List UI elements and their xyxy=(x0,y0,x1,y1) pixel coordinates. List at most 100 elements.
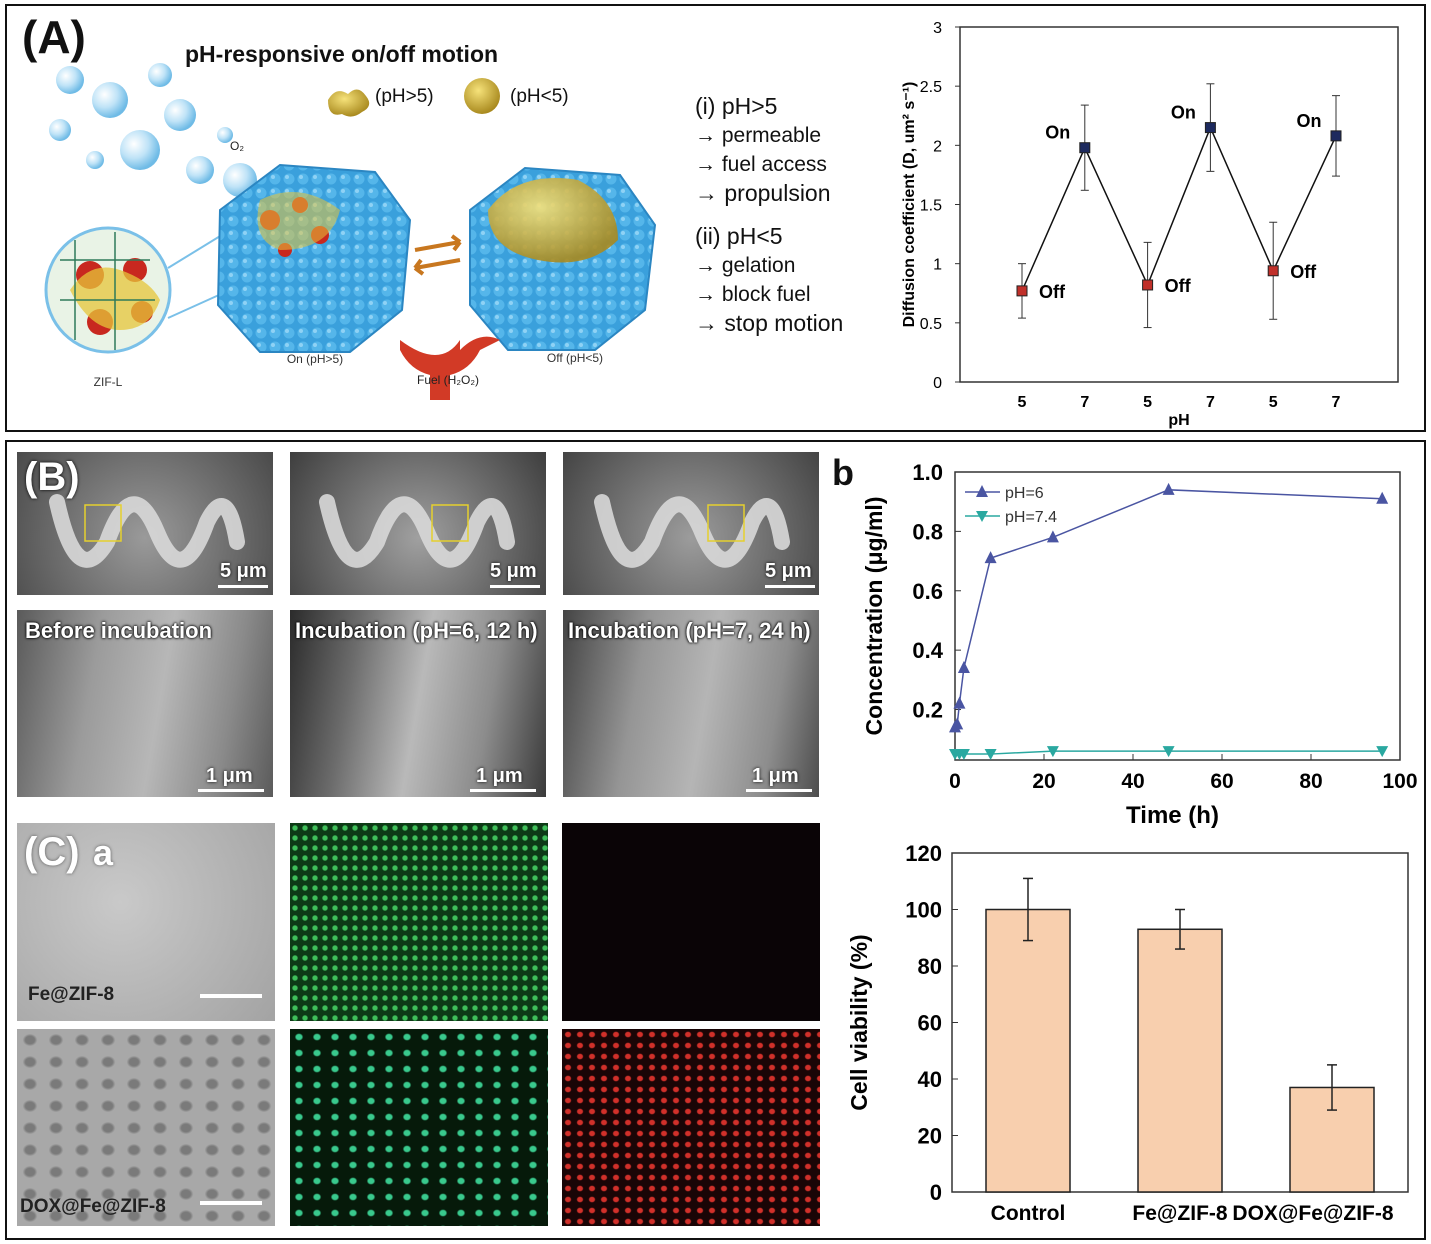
scale-bottom-2: 1 μm xyxy=(476,765,523,787)
y-axis-label: Cell viability (%) xyxy=(846,934,872,1110)
legend-marker xyxy=(976,485,988,497)
y-tick-label: 0.5 xyxy=(920,316,942,333)
scale-bar-bottom-2 xyxy=(470,789,536,792)
note-ii2: → block fuel xyxy=(695,283,811,306)
row-label-fe-zif8: Fe@ZIF-8 xyxy=(28,984,115,1005)
closed-gel-icon xyxy=(464,78,500,114)
on-polyhedron xyxy=(216,163,412,353)
diffusion-chart: 0 0.5 1 1.5 2 2.5 3 5 7 5 7 5 7 pH Diffusion coefficie… xyxy=(901,20,1399,429)
legend-open-label: (pH>5) xyxy=(375,86,434,107)
x-tick-label: 0 xyxy=(949,770,961,793)
sem-bottom-1 xyxy=(17,610,273,797)
y-tick-label: 1.5 xyxy=(920,198,942,215)
point-label: Off xyxy=(1039,282,1066,302)
zoom-box-2 xyxy=(431,504,469,542)
note-head-2: (ii) pH<5 xyxy=(695,223,783,249)
panel-a-letter: (A) xyxy=(22,11,86,63)
scale-bottom-3: 1 μm xyxy=(752,765,799,787)
x-axis-label: pH xyxy=(1168,412,1189,429)
scale-bar-bottom-1 xyxy=(198,789,264,792)
x-tick-label: 5 xyxy=(1018,394,1027,411)
y-tick-label: 100 xyxy=(905,898,942,923)
data-point xyxy=(1376,746,1389,758)
open-gel-icon xyxy=(328,89,370,117)
row-label-dox: DOX@Fe@ZIF-8 xyxy=(20,1196,166,1217)
bar xyxy=(985,908,1071,1193)
x-tick-label: 20 xyxy=(1032,770,1055,793)
legend-marker xyxy=(976,511,988,522)
viability-chart: 0 20 40 60 80 100 120 Cell viability (%) Control… xyxy=(846,841,1409,1225)
red-dox xyxy=(562,1029,820,1226)
note-head-1: (i) pH>5 xyxy=(695,93,778,119)
scale-bar-c1 xyxy=(200,994,262,998)
y-tick-label: 1.0 xyxy=(912,460,943,485)
data-point xyxy=(1162,746,1175,758)
helix-overlays xyxy=(49,494,790,568)
data-point xyxy=(953,696,966,709)
x-tick-label: 7 xyxy=(1080,394,1089,411)
y-tick-label: 0 xyxy=(933,375,942,392)
zif-schematic: O₂ ZIF-L On (pH>5) Off (pH<5) Fuel (H₂O₂… xyxy=(44,63,657,400)
scale-bar-top-1 xyxy=(218,585,268,588)
data-point xyxy=(1204,122,1216,134)
data-point xyxy=(1142,279,1154,291)
point-label: Off xyxy=(1290,262,1317,282)
y-tick-label: 1 xyxy=(933,257,942,274)
sem-caption-3: Incubation (pH=7, 24 h) xyxy=(568,618,811,643)
x-tick-label: 5 xyxy=(1143,394,1152,411)
point-label: Off xyxy=(1165,276,1192,296)
y-tick-label: 0.2 xyxy=(912,698,943,723)
data-point xyxy=(984,749,997,761)
x-tick-label: 7 xyxy=(1332,394,1341,411)
release-chart: 0.2 0.4 0.6 0.8 1.0 0 20 40 60 80 100 Time (h) Conce… xyxy=(861,460,1418,829)
o2-label: O₂ xyxy=(230,139,244,153)
y-tick-label: 0.4 xyxy=(912,638,943,663)
scale-top-3: 5 μm xyxy=(765,560,812,582)
panel-c-sub: a xyxy=(93,832,114,873)
y-tick-label: 3 xyxy=(933,20,942,37)
note-i2: → fuel access xyxy=(695,153,827,176)
point-label: On xyxy=(1297,111,1322,131)
sem-caption-2: Incubation (pH=6, 12 h) xyxy=(295,618,538,643)
legend-label: pH=6 xyxy=(1005,485,1044,502)
zoom-box-3 xyxy=(707,504,745,542)
data-point xyxy=(1046,746,1059,758)
scale-top-2: 5 μm xyxy=(490,560,537,582)
sem-bottom-2 xyxy=(290,610,546,797)
y-tick-label: 120 xyxy=(905,841,942,866)
point-label: On xyxy=(1171,103,1196,123)
scale-bar-c2 xyxy=(200,1201,262,1205)
bar xyxy=(1137,928,1223,1193)
green-dox xyxy=(290,1029,548,1226)
data-point xyxy=(984,551,997,564)
data-point xyxy=(1330,130,1342,142)
x-tick-label: 100 xyxy=(1382,770,1417,793)
point-label: On xyxy=(1045,123,1070,143)
y-tick-label: 40 xyxy=(918,1067,942,1092)
x-tick-label: 5 xyxy=(1269,394,1278,411)
on-label: On (pH>5) xyxy=(287,352,343,366)
mechanism-notes: (i) pH>5 → permeable → fuel access → pro… xyxy=(695,92,843,338)
panel-b-letter: (B) xyxy=(24,455,80,499)
scale-bar-top-2 xyxy=(490,585,540,588)
y-tick-label: 2 xyxy=(933,138,942,155)
y-axis-label: Diffusion coefficient (D, um² s⁻¹) xyxy=(901,82,918,328)
panel-a-title: pH-responsive on/off motion xyxy=(185,41,499,67)
data-point xyxy=(1162,482,1175,495)
x-tick-label: DOX@Fe@ZIF-8 xyxy=(1232,1202,1393,1225)
note-ii1: → gelation xyxy=(695,254,796,277)
y-tick-label: 0.8 xyxy=(912,519,943,544)
scale-bar-bottom-3 xyxy=(746,789,812,792)
fuel-label: Fuel (H₂O₂) xyxy=(417,373,479,387)
scale-bottom-1: 1 μm xyxy=(206,765,253,787)
y-tick-label: 0.6 xyxy=(912,579,943,604)
x-tick-label: 60 xyxy=(1210,770,1233,793)
brightfield-fe-zif8 xyxy=(17,823,275,1021)
data-point xyxy=(1046,530,1059,543)
note-i3: → propulsion xyxy=(695,180,831,206)
y-tick-label: 2.5 xyxy=(920,79,942,96)
x-tick-label: Control xyxy=(991,1202,1066,1225)
x-axis-label: Time (h) xyxy=(1126,802,1219,829)
data-point xyxy=(951,717,964,730)
data-point xyxy=(1079,142,1091,154)
